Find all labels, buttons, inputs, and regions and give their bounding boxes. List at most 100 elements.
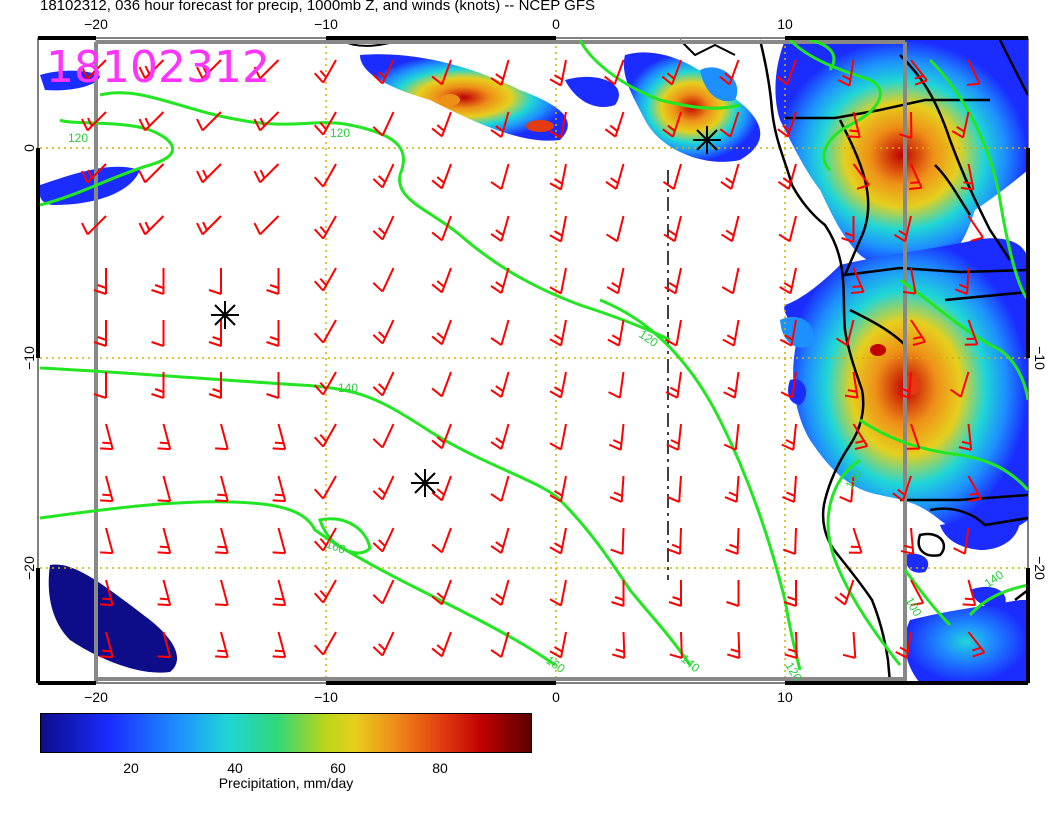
wind-barb-icon xyxy=(100,475,114,503)
x-tick-top: −10 xyxy=(314,16,338,32)
coastline-path xyxy=(679,39,736,57)
wind-barb-icon xyxy=(723,423,740,451)
wind-barb-icon xyxy=(313,215,337,240)
wind-barb-icon xyxy=(966,59,981,87)
border-path xyxy=(900,493,1028,502)
wind-barb-icon xyxy=(910,319,926,346)
center-marker-icon xyxy=(211,301,239,329)
wind-barb-icon xyxy=(490,423,510,450)
wind-barb-icon xyxy=(605,215,625,243)
contour-line xyxy=(899,278,1028,401)
wind-barb-icon xyxy=(208,268,222,295)
wind-barb-icon xyxy=(196,215,222,236)
contour-100 xyxy=(903,569,952,627)
wind-barb-icon xyxy=(372,423,395,449)
wind-barb-icon xyxy=(490,59,510,86)
wind-barb-icon xyxy=(852,423,869,450)
wind-barb-icon xyxy=(313,111,337,136)
axis-bar xyxy=(36,148,40,358)
wind-barb-icon xyxy=(835,319,855,347)
wind-barb-icon xyxy=(777,111,797,138)
wind-barb-icon xyxy=(609,475,625,503)
wind-barb-icon xyxy=(490,267,510,294)
wind-barb-icon xyxy=(605,163,625,190)
x-tick-top: −20 xyxy=(84,16,108,32)
wind-barb-icon xyxy=(313,631,337,656)
wind-barb-icon xyxy=(81,111,107,132)
wind-barb-icon xyxy=(272,475,287,503)
colorbar xyxy=(40,713,532,753)
wind-barb-icon xyxy=(662,163,682,190)
contour-120 xyxy=(39,118,174,207)
wind-barb-icon xyxy=(372,371,395,397)
wind-barb-icon xyxy=(215,423,229,451)
colorbar-tick: 80 xyxy=(432,760,448,776)
wind-barb-icon xyxy=(665,371,682,399)
wind-barb-icon xyxy=(208,320,222,347)
wind-barb-icon xyxy=(266,320,280,347)
wind-barb-icon xyxy=(431,527,452,554)
contour-label: 160 xyxy=(324,537,348,557)
contour-label: 120 xyxy=(330,126,350,140)
wind-barb-icon xyxy=(549,371,567,399)
wind-barb-icon xyxy=(196,111,222,132)
wind-barb-icon xyxy=(431,423,452,450)
precip-area xyxy=(40,70,100,91)
wind-barb-icon xyxy=(313,527,337,552)
wind-barb-icon xyxy=(215,579,229,607)
wind-barb-icon xyxy=(490,215,510,242)
wind-barb-icon xyxy=(899,111,913,139)
wind-barb-icon xyxy=(272,631,287,659)
wind-barb-icon xyxy=(608,371,625,399)
wind-barb-icon xyxy=(313,475,337,500)
y-tick-right: −10 xyxy=(1032,346,1048,370)
contour-140 xyxy=(968,583,1028,616)
wind-barb-icon xyxy=(253,163,280,184)
wind-barb-icon xyxy=(847,111,861,139)
x-tick-top: 0 xyxy=(552,16,560,32)
wind-barb-icon xyxy=(611,580,625,607)
axis-bars xyxy=(36,36,1030,685)
wind-barb-icon xyxy=(372,527,395,553)
wind-barb-icon xyxy=(902,267,917,295)
wind-barb-icon xyxy=(431,267,452,294)
coastline xyxy=(339,39,1028,683)
wind-barb-icon xyxy=(372,579,395,605)
contour-line xyxy=(928,58,1028,301)
wind-barb-icon xyxy=(372,319,395,345)
wind-barb-icon xyxy=(549,579,567,607)
border-path xyxy=(899,54,1012,261)
wind-barb-icon xyxy=(839,475,855,503)
domain-box-outline xyxy=(94,40,907,683)
precip-area xyxy=(904,600,1028,683)
wind-barb-icon xyxy=(372,631,395,657)
wind-barb-icon xyxy=(313,319,337,344)
wind-barb-icon xyxy=(157,631,172,659)
wind-barb-icon xyxy=(253,59,280,80)
wind-barb-icon xyxy=(81,163,107,184)
wind-barb-icon xyxy=(372,215,395,241)
wind-barb-icon xyxy=(100,631,114,659)
wind-barb-icon xyxy=(431,59,452,86)
wind-barb-icon xyxy=(664,319,682,347)
wind-barb-icon xyxy=(850,267,865,294)
wind-barb-icon xyxy=(893,215,912,243)
wind-barb-icon xyxy=(431,631,452,658)
wind-barb-icon xyxy=(611,631,626,659)
colorbar-tick: 20 xyxy=(123,760,139,776)
wind-barb-icon xyxy=(490,527,510,554)
wind-barb-icon xyxy=(777,163,797,190)
wind-barb-icon xyxy=(100,423,114,451)
wind-barb-icon xyxy=(897,371,912,399)
wind-barb-icon xyxy=(664,267,682,295)
wind-barb-icon xyxy=(720,215,740,243)
wind-barb-icon xyxy=(604,111,625,138)
colorbar-tick: 40 xyxy=(227,760,243,776)
wind-barb-icon xyxy=(779,267,797,295)
wind-barb-icon xyxy=(967,475,982,503)
axis-tick-labels: −20 −10 0 10 −20 −10 0 10 0 −10 −20 −10 … xyxy=(21,16,1048,705)
wind-barb-icon xyxy=(372,267,395,293)
wind-barb-icon xyxy=(313,267,337,292)
wind-barb-icon xyxy=(778,215,797,243)
wind-barb-icon xyxy=(157,423,172,451)
